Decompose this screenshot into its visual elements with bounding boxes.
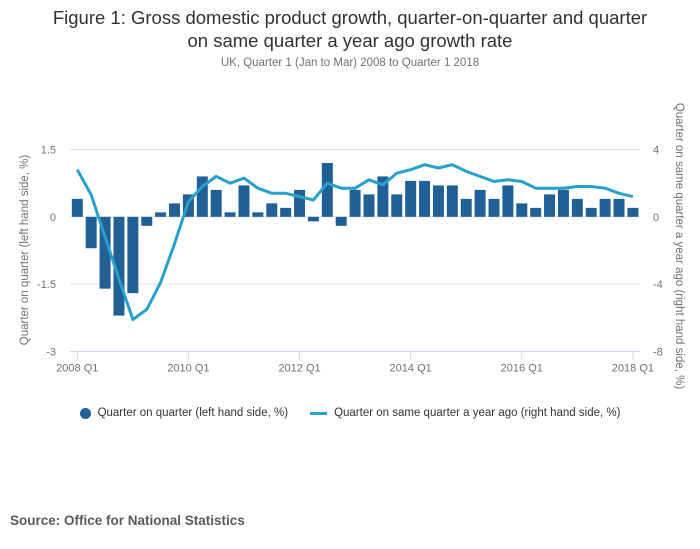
left-tick-label: 1.5 (41, 145, 56, 157)
bar (169, 203, 181, 217)
x-tick-label: 2016 Q1 (501, 363, 543, 375)
chart-title-line-1: Figure 1: Gross domestic product growth,… (52, 7, 648, 28)
left-tick-label: -1.5 (37, 279, 56, 291)
bar (460, 198, 472, 217)
bar (474, 189, 486, 217)
bar (599, 198, 611, 217)
x-tick-label: 2010 Q1 (167, 363, 209, 375)
bar (127, 216, 139, 294)
legend: Quarter on quarter (left hand side, %) Q… (0, 407, 700, 419)
bar (196, 176, 208, 217)
bar (613, 198, 625, 217)
bar (99, 216, 111, 289)
line-series (75, 163, 634, 321)
bar (307, 216, 319, 222)
bar (321, 162, 333, 217)
right-tick-label: -8 (653, 347, 663, 359)
right-tick-label: 4 (653, 145, 659, 157)
bar (585, 207, 597, 217)
chart-canvas: 2008 Q1 2010 Q1 2012 Q1 2014 Q1 2016 Q1 2018 … (19, 103, 685, 390)
left-y-axis: 1.5 0 -1.5 -3 (37, 145, 56, 359)
legend-circle-icon (79, 407, 91, 419)
legend-line-icon (310, 411, 328, 415)
chart-title: Figure 1: Gross domestic product growth,… (0, 6, 700, 52)
bar-series (71, 162, 639, 316)
bar (294, 189, 306, 217)
bar (627, 207, 639, 217)
bar (349, 189, 361, 217)
bar (113, 216, 125, 316)
bar (377, 176, 389, 217)
bar (571, 198, 583, 217)
bar (155, 212, 167, 217)
bar (544, 194, 556, 217)
left-tick-label: 0 (50, 212, 56, 224)
chart-title-line-2: on same quarter a year ago growth rate (187, 30, 513, 51)
bar (488, 198, 500, 217)
legend-item-quarter-on-quarter[interactable]: Quarter on quarter (left hand side, %) (79, 407, 289, 419)
right-tick-label: 0 (653, 212, 659, 224)
bar (224, 212, 236, 217)
bar (405, 180, 417, 217)
chart-subtitle: UK, Quarter 1 (Jan to Mar) 2008 to Quart… (220, 57, 480, 69)
bar (266, 203, 278, 217)
x-tick-label: 2012 Q1 (278, 363, 320, 375)
bar (391, 194, 403, 217)
legend-label: Quarter on same quarter a year ago (righ… (334, 407, 621, 419)
left-axis-title: Quarter on quarter (left hand side, %) (19, 155, 31, 346)
source-note: Source: Office for National Statistics (10, 513, 245, 528)
bar (502, 185, 514, 217)
x-axis: 2008 Q1 2010 Q1 2012 Q1 2014 Q1 2016 Q1 2018 … (56, 351, 654, 375)
bar (516, 203, 528, 217)
x-tick-label: 2018 Q1 (612, 363, 654, 375)
bar (530, 207, 542, 217)
x-tick-label: 2008 Q1 (56, 363, 98, 375)
bar (141, 216, 153, 226)
left-tick-label: -3 (46, 347, 56, 359)
bar (71, 198, 83, 217)
bar (557, 189, 569, 217)
bar (252, 212, 264, 217)
bar (280, 207, 292, 217)
bar (85, 216, 97, 249)
bar (432, 185, 444, 217)
bar (335, 216, 347, 226)
bar (363, 194, 375, 217)
bar (446, 185, 458, 217)
right-tick-label: -4 (653, 279, 663, 291)
bar (210, 189, 222, 217)
bar (419, 180, 431, 217)
bar (238, 185, 250, 217)
legend-label: Quarter on quarter (left hand side, %) (97, 407, 289, 419)
right-axis-title: Quarter on same quarter a year ago (righ… (673, 103, 685, 390)
legend-item-year-on-year[interactable]: Quarter on same quarter a year ago (righ… (310, 407, 620, 419)
x-tick-label: 2014 Q1 (390, 363, 432, 375)
right-y-axis: 4 0 -4 -8 (653, 145, 663, 359)
